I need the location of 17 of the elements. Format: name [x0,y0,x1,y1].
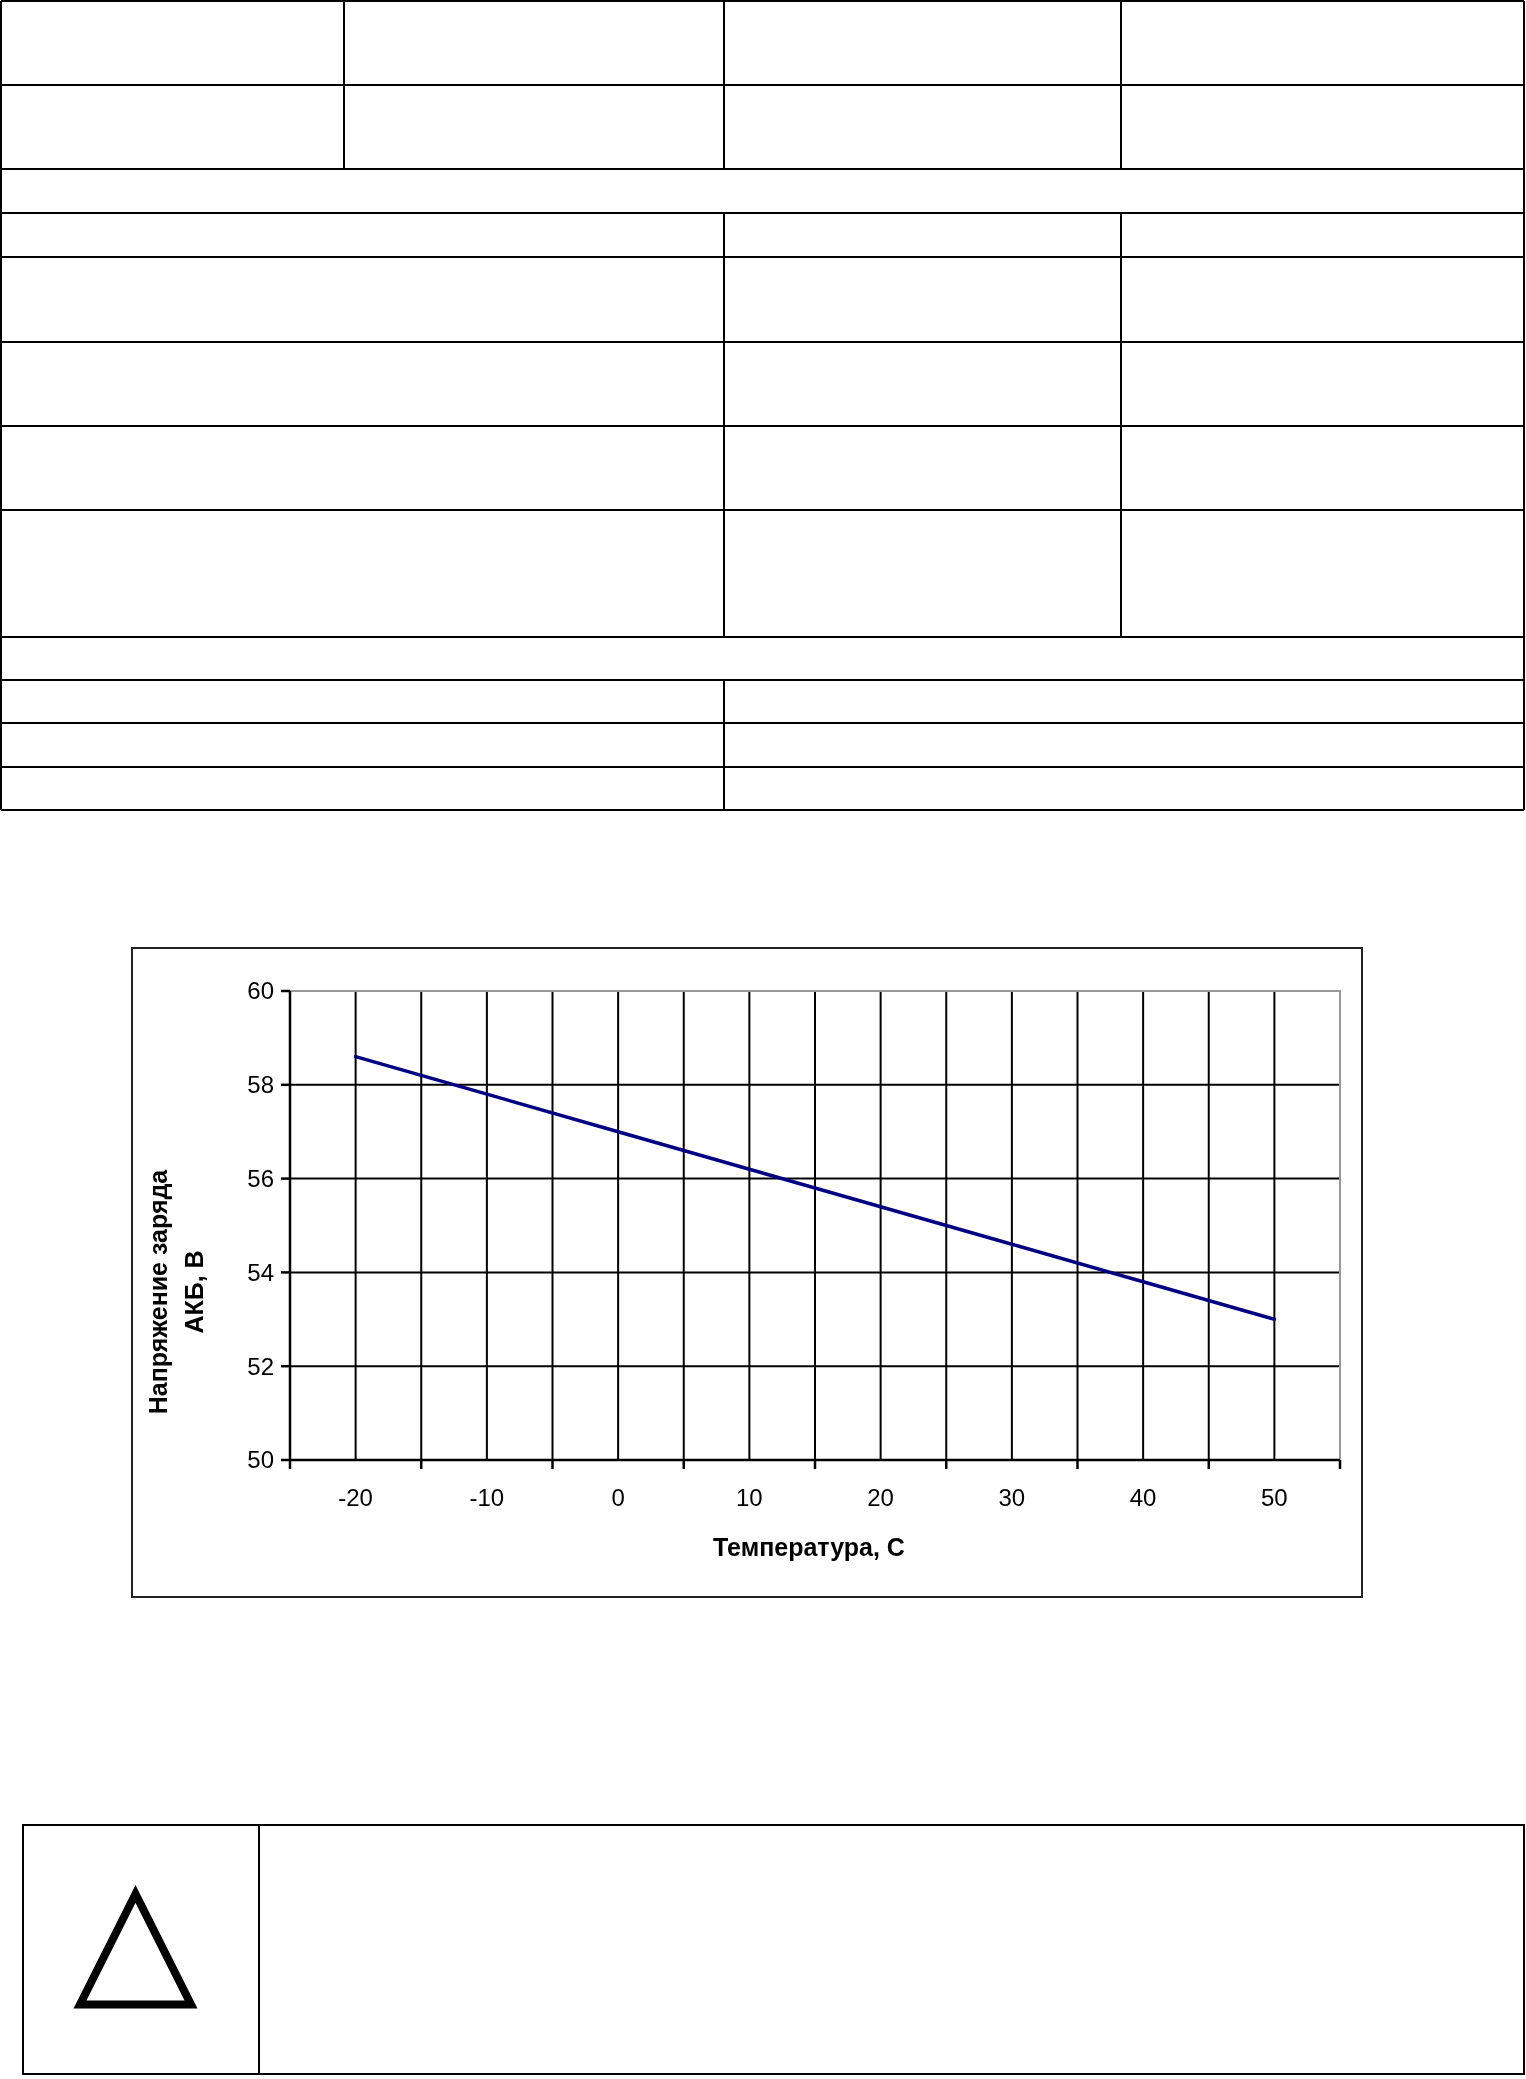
y-tick-label: 56 [247,1165,274,1192]
x-tick-label: 20 [867,1484,894,1511]
x-axis-title: Температура, С [713,1533,905,1561]
x-tick-label: -20 [338,1484,373,1511]
y-tick-label: 52 [247,1352,274,1380]
x-tick-label: 50 [1261,1484,1288,1511]
x-tick-label: 40 [1129,1484,1157,1511]
x-tick-label: 10 [736,1484,763,1511]
y-tick-label: 58 [247,1071,274,1099]
y-tick-label: 50 [247,1446,274,1474]
x-tick-label: -10 [469,1484,505,1511]
x-tick-label: 30 [998,1484,1026,1511]
y-tick-label: 54 [247,1258,274,1286]
y-tick-label: 60 [247,977,274,1005]
line-series [353,1054,1277,1322]
x-tick-label: 0 [611,1484,625,1511]
y-axis-title: Напряжение заряда АКБ, В [144,1168,208,1415]
